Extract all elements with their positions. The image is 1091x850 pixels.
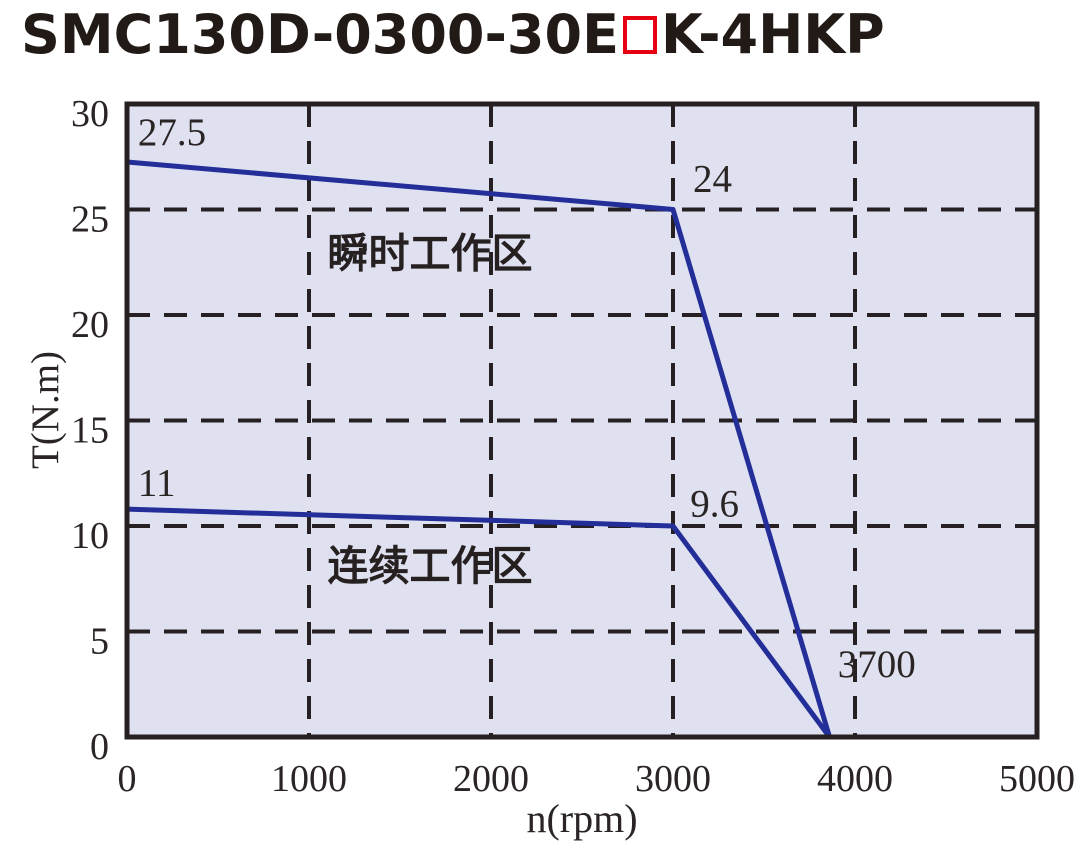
y-tick-label: 25: [71, 199, 109, 241]
x-tick-label: 4000: [817, 758, 893, 800]
point-label: 9.6: [690, 483, 739, 526]
y-tick-label: 5: [90, 621, 109, 663]
x-tick-label: 1000: [271, 758, 347, 800]
x-tick-label: 3000: [635, 758, 711, 800]
plot-border: [124, 101, 1040, 740]
y-tick-label: 10: [71, 515, 109, 557]
series-line-instantaneous: [126, 159, 832, 738]
title-placeholder-box: [622, 16, 657, 54]
y-tick-label: 30: [71, 93, 109, 135]
point-label: 24: [693, 158, 732, 201]
point-label: 11: [138, 461, 176, 504]
x-tick-label: 2000: [453, 758, 529, 800]
y-axis-title: T(N.m): [24, 351, 67, 469]
point-label: 3700: [838, 643, 916, 686]
page-title: SMC130D-0300-30E K-4HKP: [21, 5, 885, 64]
y-tick-label: 15: [71, 410, 109, 452]
y-tick-label: 20: [71, 304, 109, 346]
x-tick-label: 0: [118, 758, 137, 800]
region-label: 瞬时工作区: [328, 231, 533, 277]
region-label: 连续工作区: [328, 543, 533, 589]
y-tick-label: 0: [90, 726, 109, 768]
series-line-continuous: [126, 506, 832, 739]
point-label: 27.5: [138, 111, 206, 154]
x-tick-label: 5000: [999, 758, 1075, 800]
title-text-suffix: K-4HKP: [660, 3, 885, 66]
x-axis-title: n(rpm): [526, 796, 637, 841]
title-text-prefix: SMC130D-0300-30E: [21, 3, 619, 66]
